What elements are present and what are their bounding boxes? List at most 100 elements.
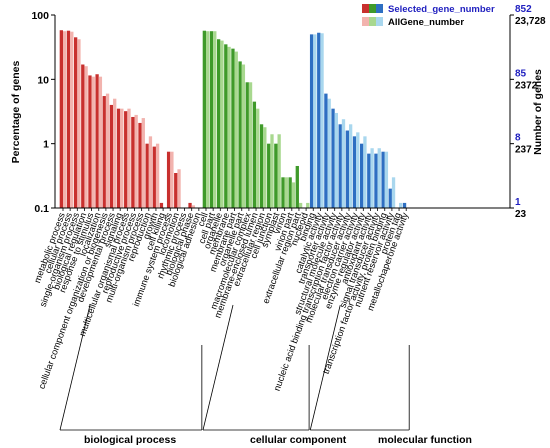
bar-selected-24 xyxy=(231,48,235,208)
group-bracket-left-0 xyxy=(59,304,91,431)
bar-selected-9 xyxy=(124,111,128,208)
bar-selected-31 xyxy=(281,177,285,208)
bar-all-21 xyxy=(213,31,217,209)
axes-layer xyxy=(54,15,511,209)
bar-all-42 xyxy=(363,136,367,208)
bar-all-25 xyxy=(241,64,246,208)
legend-swatch-all-mf xyxy=(376,17,383,26)
group-label-0: biological process xyxy=(84,434,176,446)
bar-selected-44 xyxy=(374,153,378,208)
right-y-tick-selected-0: 852 xyxy=(515,4,532,15)
left-y-axis-title: Percentage of genes xyxy=(10,60,22,163)
right-y-tick-all-0: 23,728 xyxy=(515,16,546,27)
bar-selected-39 xyxy=(338,124,342,208)
bar-all-16 xyxy=(177,169,181,208)
bar-selected-2 xyxy=(74,37,78,209)
bar-selected-33 xyxy=(295,165,299,208)
bar-selected-35 xyxy=(309,34,314,209)
bar-all-7 xyxy=(113,98,117,208)
bar-selected-11 xyxy=(138,122,142,208)
bar-all-41 xyxy=(356,132,360,208)
bar-selected-42 xyxy=(360,143,364,208)
bar-all-0 xyxy=(63,31,67,209)
bar-selected-36 xyxy=(317,32,321,208)
bar-selected-1 xyxy=(66,30,71,209)
bar-selected-46 xyxy=(388,188,392,208)
bar-selected-20 xyxy=(202,30,206,209)
bar-all-15 xyxy=(170,151,174,208)
bar-all-9 xyxy=(127,108,131,208)
legend-label-selected: Selected_gene_number xyxy=(388,4,495,15)
right-y-tick-selected-2: 8 xyxy=(515,133,521,144)
bar-selected-7 xyxy=(109,104,114,208)
bar-all-46 xyxy=(391,177,396,208)
right-y-axis-title: Number of genes xyxy=(532,69,544,155)
bar-selected-28 xyxy=(259,124,264,208)
bar-selected-12 xyxy=(145,143,149,208)
group-label-2: molecular function xyxy=(378,434,472,446)
group-braces: biological process cellular component mole… xyxy=(59,304,472,446)
bar-all-38 xyxy=(334,112,338,208)
left-y-ticks: 100 10 1 0.1 xyxy=(31,10,55,215)
bar-all-3 xyxy=(84,66,88,208)
legend: Selected_gene_number AllGene_number xyxy=(362,4,495,28)
bar-all-44 xyxy=(377,148,381,208)
bar-all-40 xyxy=(349,124,353,208)
bar-all-1 xyxy=(70,31,74,209)
bar-all-10 xyxy=(134,114,138,208)
bar-selected-3 xyxy=(81,64,85,208)
legend-swatch-selected-mf xyxy=(376,4,383,13)
bar-all-5 xyxy=(98,76,103,208)
bar-selected-14 xyxy=(159,202,164,208)
bar-selected-18 xyxy=(188,202,192,208)
bar-selected-41 xyxy=(352,136,357,208)
legend-swatch-all-cc xyxy=(369,17,376,26)
bar-selected-23 xyxy=(224,44,228,208)
bar-all-11 xyxy=(141,118,145,208)
bar-all-32 xyxy=(291,182,296,208)
bar-all-4 xyxy=(91,76,95,208)
bar-all-13 xyxy=(155,143,160,208)
bar-all-29 xyxy=(270,134,274,208)
group-bracket-left-2 xyxy=(309,304,341,431)
right-y-tick-selected-1: 85 xyxy=(515,68,527,79)
bar-all-22 xyxy=(220,40,224,208)
left-y-tick-label-2: 1 xyxy=(43,139,49,151)
bar-all-34 xyxy=(306,202,310,208)
right-y-tick-all-1: 2372 xyxy=(515,80,538,91)
bar-selected-27 xyxy=(252,101,257,208)
x-ticks xyxy=(62,208,407,211)
bar-selected-48 xyxy=(402,202,407,208)
bar-selected-21 xyxy=(209,31,214,209)
bar-selected-30 xyxy=(274,143,278,208)
left-y-tick-label-0: 100 xyxy=(31,10,49,22)
bar-all-37 xyxy=(327,98,331,208)
bar-selected-6 xyxy=(102,96,106,208)
bar-all-35 xyxy=(313,34,317,209)
bar-all-8 xyxy=(120,108,124,208)
bar-all-31 xyxy=(284,177,288,208)
bar-selected-37 xyxy=(324,93,328,208)
bar-all-6 xyxy=(105,93,110,208)
bar-selected-32 xyxy=(288,177,292,208)
right-y-tick-selected-3: 1 xyxy=(515,197,521,208)
bar-selected-0 xyxy=(59,30,63,208)
bar-all-43 xyxy=(370,148,374,208)
bar-all-23 xyxy=(227,46,231,209)
bar-all-36 xyxy=(320,33,324,208)
bar-selected-16 xyxy=(174,173,178,208)
bar-selected-38 xyxy=(331,108,335,208)
bar-selected-40 xyxy=(345,130,349,208)
x-tick-label-20: cell xyxy=(196,211,210,227)
group-bracket-left-1 xyxy=(202,304,234,431)
legend-label-all: AllGene_number xyxy=(388,17,464,28)
bar-selected-8 xyxy=(116,108,121,208)
bar-all-39 xyxy=(341,119,346,208)
bar-all-47 xyxy=(399,202,403,208)
bar-selected-5 xyxy=(95,74,99,209)
legend-swatch-all-bp xyxy=(362,17,369,26)
legend-swatch-selected-cc xyxy=(369,4,376,13)
